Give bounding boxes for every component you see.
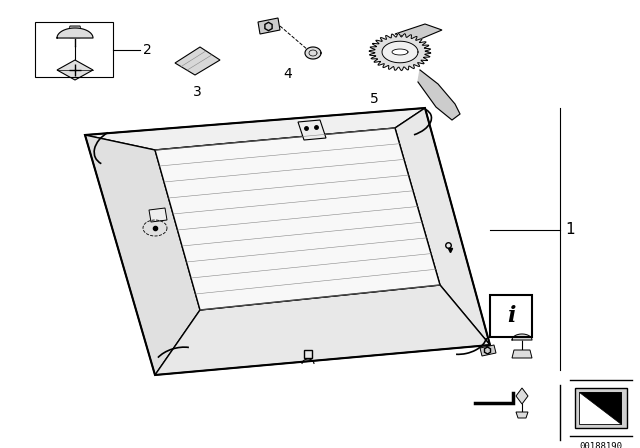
Bar	[575, 388, 627, 428]
Polygon shape	[395, 24, 442, 40]
Polygon shape	[512, 350, 532, 358]
Polygon shape	[85, 135, 200, 375]
Polygon shape	[382, 41, 418, 63]
Text: i: i	[507, 305, 515, 327]
Polygon shape	[175, 47, 220, 75]
Bar	[35, 22, 113, 77]
Text: 1: 1	[565, 223, 575, 237]
Polygon shape	[68, 26, 82, 38]
Polygon shape	[579, 392, 621, 424]
Text: 5: 5	[370, 92, 379, 106]
Polygon shape	[155, 285, 490, 375]
Polygon shape	[258, 18, 280, 34]
Polygon shape	[512, 334, 532, 340]
Polygon shape	[298, 120, 326, 140]
Bar	[579, 392, 621, 424]
Bar	[490, 295, 532, 337]
Text: 4: 4	[284, 67, 292, 81]
Polygon shape	[395, 108, 490, 345]
Polygon shape	[57, 28, 93, 38]
Polygon shape	[418, 70, 460, 120]
Text: 00188190: 00188190	[579, 442, 623, 448]
Text: 3: 3	[193, 85, 202, 99]
Polygon shape	[392, 49, 408, 55]
Text: 2: 2	[143, 43, 152, 57]
Polygon shape	[369, 34, 431, 71]
Polygon shape	[149, 208, 167, 222]
Polygon shape	[480, 345, 496, 356]
Polygon shape	[57, 60, 93, 80]
Polygon shape	[516, 388, 528, 404]
Polygon shape	[85, 108, 425, 150]
Polygon shape	[155, 128, 440, 310]
Polygon shape	[516, 412, 528, 418]
Polygon shape	[305, 47, 321, 59]
